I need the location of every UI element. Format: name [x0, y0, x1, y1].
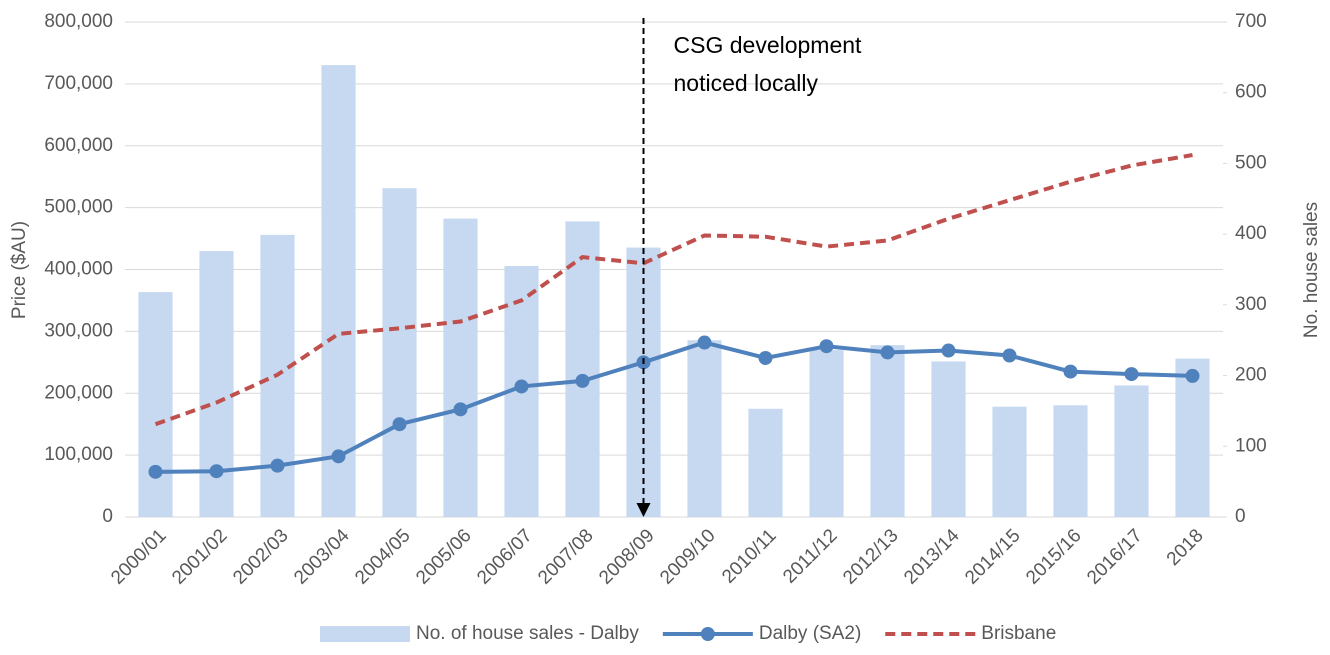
marker [1185, 368, 1200, 383]
legend-swatch [320, 626, 410, 642]
y-tick-label: 500,000 [44, 197, 113, 218]
x-tick-label: 2015/16 [1022, 525, 1085, 588]
x-tick-label: 2018 [1163, 525, 1208, 570]
x-tick-label: 2002/03 [229, 525, 292, 588]
x-tick-label: 2012/13 [839, 525, 902, 588]
bar [138, 292, 173, 517]
x-tick-label: 2010/11 [718, 525, 780, 587]
marker [1063, 364, 1078, 379]
marker [331, 449, 346, 464]
marker [1124, 367, 1139, 382]
marker [148, 464, 163, 479]
legend-label: No. of house sales - Dalby [416, 623, 639, 644]
bar [748, 408, 783, 517]
bar [443, 218, 478, 518]
annotation-text: noticed locally [674, 70, 819, 96]
x-tick-label: 2011/12 [779, 525, 841, 587]
y2-tick-label: 300 [1235, 294, 1267, 315]
y-axis-label: Price ($AU) [9, 221, 30, 319]
line [155, 340, 1193, 474]
marker [880, 345, 895, 360]
y-tick-label: 0 [102, 506, 113, 527]
arrow-head [636, 503, 651, 517]
bar [321, 65, 356, 517]
marker [1002, 348, 1017, 363]
marker [758, 350, 773, 365]
x-tick-label: 2000/01 [107, 525, 170, 588]
y2-tick-label: 200 [1235, 365, 1267, 386]
marker [575, 373, 590, 388]
y2-tick-label: 0 [1235, 506, 1246, 527]
x-tick-label: 2004/05 [351, 525, 414, 588]
y-tick-label: 600,000 [44, 135, 113, 156]
y2-tick-label: 600 [1235, 82, 1267, 103]
x-tick-label: 2014/15 [961, 525, 1024, 588]
legend-label: Dalby (SA2) [759, 623, 861, 644]
x-tick-label: 2016/17 [1083, 525, 1146, 588]
y-tick-label: 100,000 [44, 444, 113, 465]
y-tick-label: 400,000 [44, 259, 113, 280]
y-tick-label: 700,000 [44, 73, 113, 94]
y-tick-label: 300,000 [44, 320, 113, 341]
x-tick-label: 2009/10 [656, 525, 719, 588]
bar [1114, 385, 1149, 517]
y2-tick-label: 500 [1235, 152, 1267, 173]
y-tick-label: 200,000 [44, 382, 113, 403]
bar [565, 221, 600, 517]
bar [931, 361, 966, 517]
x-tick-label: 2006/07 [473, 525, 536, 588]
legend-label: Brisbane [981, 623, 1056, 644]
marker [514, 379, 529, 394]
annotation-text: CSG development [674, 32, 863, 58]
marker [941, 343, 956, 358]
legend-marker [700, 627, 715, 641]
y2-axis-label: No. house sales [1301, 202, 1322, 338]
y2-tick-label: 700 [1235, 11, 1267, 32]
x-tick-label: 2007/08 [534, 525, 597, 588]
x-tick-label: 2013/14 [900, 525, 964, 589]
y2-tick-label: 400 [1235, 223, 1267, 244]
bar [687, 340, 722, 517]
bar [1053, 405, 1088, 517]
x-tick-label: 2001/02 [168, 525, 231, 588]
bar [992, 406, 1027, 517]
bar [809, 350, 844, 517]
x-tick-label: 2008/09 [595, 525, 658, 588]
marker [697, 335, 712, 350]
y-tick-label: 800,000 [44, 11, 113, 32]
marker [209, 464, 224, 479]
y2-tick-label: 100 [1235, 435, 1267, 456]
line [154, 153, 1193, 427]
marker [453, 402, 468, 417]
marker [819, 339, 834, 354]
marker [270, 458, 285, 473]
marker [392, 417, 407, 432]
x-tick-label: 2005/06 [412, 525, 475, 588]
x-tick-label: 2003/04 [290, 525, 354, 589]
bar [870, 345, 905, 517]
bar [1175, 358, 1210, 517]
bar [382, 188, 417, 517]
